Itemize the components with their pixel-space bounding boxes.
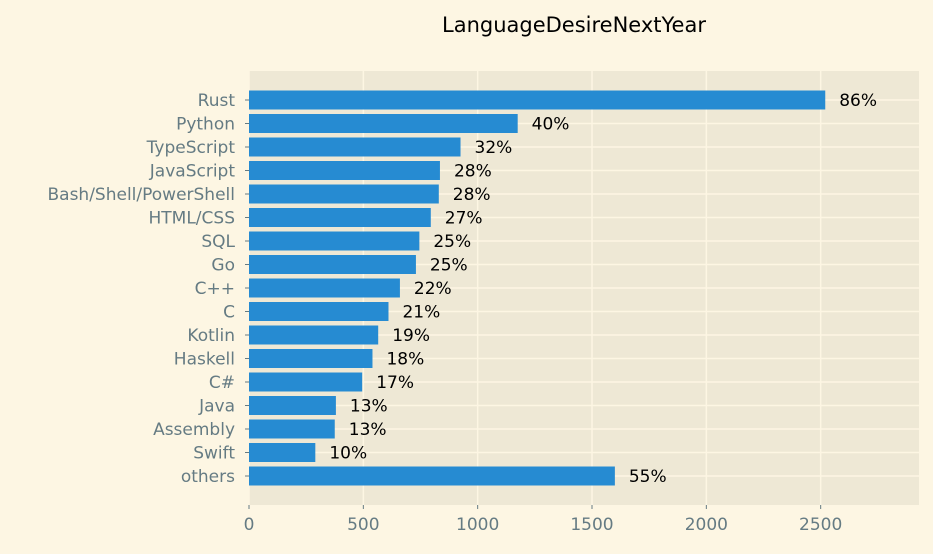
bar <box>249 255 416 274</box>
data-labels: 86% 40% 32% 28% 28% 27% 25% 25% 22% 21% 19% 18% 17% 1… <box>329 91 877 487</box>
data-label: 40% <box>532 115 570 135</box>
x-tick-label: 0 <box>244 515 255 535</box>
y-tick-label: Haskell <box>174 350 235 370</box>
y-tick-label: C++ <box>195 279 235 299</box>
y-tick-label: Assembly <box>153 420 235 440</box>
bar <box>249 90 826 110</box>
bar <box>249 208 431 227</box>
y-tick-label: others <box>181 467 235 487</box>
data-label: 19% <box>392 326 430 346</box>
data-label: 86% <box>839 91 877 111</box>
x-tick-label: 2000 <box>685 515 728 535</box>
y-tick-label: JavaScript <box>149 162 236 182</box>
data-label: 28% <box>453 185 491 205</box>
y-tick-label: TypeScript <box>146 138 236 158</box>
data-label: 13% <box>350 397 388 417</box>
bar <box>249 302 389 321</box>
bar <box>249 137 461 157</box>
data-label: 25% <box>433 232 471 252</box>
y-tick-label: Kotlin <box>187 326 235 346</box>
y-tick-label: SQL <box>201 232 235 252</box>
bar <box>249 231 420 251</box>
data-label: 32% <box>475 138 513 158</box>
data-label: 25% <box>430 256 468 276</box>
chart-title: LanguageDesireNextYear <box>442 13 706 37</box>
y-tick-label: HTML/CSS <box>149 209 236 229</box>
x-tick-label: 2500 <box>799 515 842 535</box>
y-tick-label: Bash/Shell/PowerShell <box>47 185 235 205</box>
x-tick-label: 500 <box>347 515 379 535</box>
bar <box>249 161 440 180</box>
bar <box>249 349 373 368</box>
data-label: 17% <box>376 373 414 393</box>
bar <box>249 466 615 486</box>
y-axis: Rust Python TypeScript JavaScript Bash/Shell… <box>47 91 249 487</box>
bar <box>249 396 336 415</box>
y-tick-label: Go <box>211 256 235 276</box>
data-label: 22% <box>414 279 452 299</box>
bar <box>249 184 439 204</box>
bars <box>249 90 826 486</box>
y-tick-label: C# <box>209 373 235 393</box>
x-tick-label: 1500 <box>570 515 613 535</box>
y-tick-label: C <box>223 303 235 323</box>
y-tick-label: Rust <box>198 91 236 111</box>
bar <box>249 278 400 298</box>
x-tick-label: 1000 <box>456 515 499 535</box>
bar <box>249 443 316 462</box>
y-tick-label: Swift <box>193 444 235 464</box>
data-label: 28% <box>454 162 492 182</box>
data-label: 27% <box>445 209 483 229</box>
data-label: 13% <box>349 420 387 440</box>
data-label: 10% <box>329 444 367 464</box>
data-label: 55% <box>629 467 667 487</box>
y-tick-label: Python <box>176 115 235 135</box>
bar <box>249 372 363 392</box>
bar <box>249 114 518 133</box>
data-label: 18% <box>386 350 424 370</box>
bar <box>249 325 379 345</box>
data-label: 21% <box>402 303 440 323</box>
y-tick-label: Java <box>198 397 235 417</box>
x-axis: 0 500 1000 1500 2000 2500 <box>244 505 842 535</box>
bar <box>249 419 335 439</box>
